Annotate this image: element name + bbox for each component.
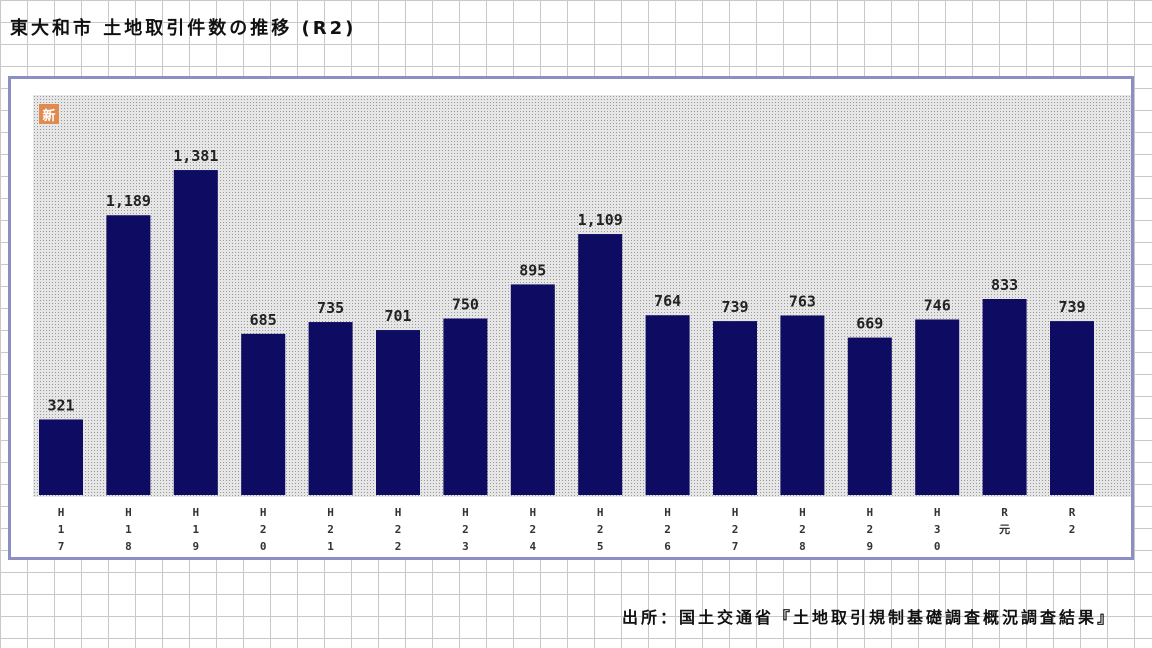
tick-label-H29-2: 9: [866, 540, 873, 553]
tick-label-H30-0: H: [934, 506, 941, 519]
bar-H28: [780, 315, 825, 495]
data-label-H18: 1,189: [106, 192, 151, 210]
bar-H19: [173, 170, 218, 495]
bar-H18: [106, 215, 151, 495]
bar-R2: [1050, 321, 1094, 495]
tick-label-H23-1: 2: [462, 523, 469, 536]
bar-H30: [915, 319, 960, 495]
data-label-H26: 764: [654, 292, 681, 310]
tick-label-H25-2: 5: [597, 540, 604, 553]
tick-label-H20-1: 2: [260, 523, 267, 536]
data-label-H24: 895: [519, 261, 546, 279]
data-label-H28: 763: [789, 292, 816, 310]
chart-title: 東大和市 土地取引件数の推移 (R2): [10, 18, 357, 39]
data-label-H29: 669: [856, 315, 883, 333]
tick-label-H20-2: 0: [260, 540, 267, 553]
tick-label-H30-1: 3: [934, 523, 941, 536]
source-note: 出所：国土交通省『土地取引規制基礎調査概況調査結果』: [621, 608, 1116, 627]
tick-label-H17-0: H: [58, 506, 65, 519]
data-label-H23: 750: [452, 296, 479, 314]
tick-label-H29-0: H: [866, 506, 873, 519]
tick-label-R元-0: R: [1001, 506, 1008, 519]
tick-label-H25-0: H: [597, 506, 604, 519]
tick-label-H21-2: 1: [327, 540, 334, 553]
data-label-H30: 746: [924, 296, 951, 314]
tick-label-H30-2: 0: [934, 540, 941, 553]
bar-H20: [241, 333, 286, 495]
data-label-H21: 735: [317, 299, 344, 317]
tick-label-H26-0: H: [664, 506, 671, 519]
tick-label-H22-0: H: [395, 506, 402, 519]
tick-label-H22-2: 2: [395, 540, 402, 553]
bar-H25: [578, 234, 623, 495]
tick-label-H22-1: 2: [395, 523, 402, 536]
tick-label-H17-2: 7: [58, 540, 65, 553]
bar-H23: [443, 318, 488, 495]
tick-label-H28-2: 8: [799, 540, 806, 553]
bar-H17: [39, 419, 83, 495]
data-label-H25: 1,109: [578, 211, 623, 229]
tick-label-H27-1: 2: [732, 523, 739, 536]
data-label-H22: 701: [384, 307, 411, 325]
tick-label-H21-1: 2: [327, 523, 334, 536]
bar-H27: [713, 321, 757, 495]
tick-label-H28-0: H: [799, 506, 806, 519]
tick-label-H24-0: H: [529, 506, 536, 519]
tick-label-H19-0: H: [192, 506, 199, 519]
tick-label-H27-0: H: [732, 506, 739, 519]
bar-H24: [510, 284, 555, 495]
bar-H29: [847, 337, 892, 495]
tick-label-H23-2: 3: [462, 540, 469, 553]
bar-H26: [645, 315, 690, 495]
tick-label-H17-1: 1: [58, 523, 65, 536]
tick-label-R元-1: 元: [999, 523, 1010, 536]
tick-label-H26-2: 6: [664, 540, 671, 553]
tick-label-H18-1: 1: [125, 523, 132, 536]
data-label-R2: 739: [1058, 298, 1085, 316]
tick-label-H19-1: 1: [192, 523, 199, 536]
tick-label-H19-2: 9: [192, 540, 199, 553]
tick-label-H28-1: 2: [799, 523, 806, 536]
tick-label-H26-1: 2: [664, 523, 671, 536]
tick-label-H18-0: H: [125, 506, 132, 519]
tick-label-H24-1: 2: [529, 523, 536, 536]
tick-label-H25-1: 2: [597, 523, 604, 536]
tick-label-R2-0: R: [1069, 506, 1076, 519]
bar-R元: [982, 299, 1027, 495]
tick-label-H27-2: 7: [732, 540, 739, 553]
bar-H21: [308, 322, 353, 495]
new-badge: 新: [39, 104, 59, 124]
data-label-H20: 685: [250, 311, 277, 329]
tick-label-H18-2: 8: [125, 540, 132, 553]
data-label-H19: 1,381: [173, 147, 218, 165]
data-label-H17: 321: [47, 396, 74, 414]
tick-label-H29-1: 2: [866, 523, 873, 536]
tick-label-R2-1: 2: [1069, 523, 1076, 536]
data-label-H27: 739: [721, 298, 748, 316]
tick-label-H23-0: H: [462, 506, 469, 519]
tick-label-H21-0: H: [327, 506, 334, 519]
tick-label-H24-2: 4: [529, 540, 536, 553]
tick-label-H20-0: H: [260, 506, 267, 519]
data-label-R元: 833: [991, 276, 1018, 294]
bar-H22: [376, 330, 420, 495]
